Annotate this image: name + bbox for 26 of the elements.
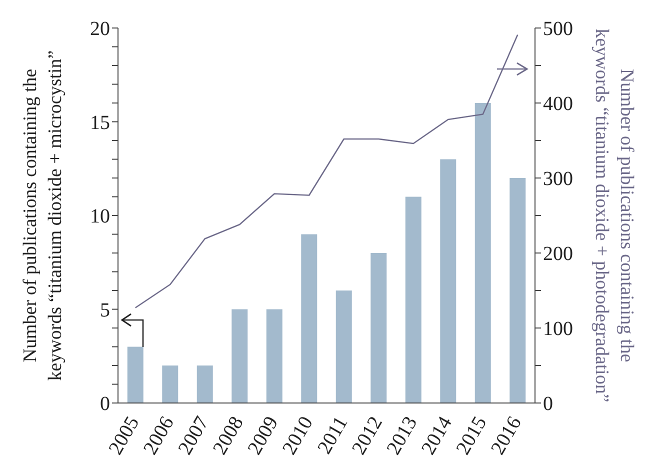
bar: [474, 103, 491, 403]
bar: [301, 234, 318, 403]
bar: [405, 196, 422, 403]
bar: [440, 159, 456, 403]
y2-tick-label: 400: [543, 93, 573, 116]
y-tick-label: 5: [100, 299, 110, 322]
y2-axis-title: Number of publications containing the keywords “titanium dioxide + photodegradation”: [591, 28, 637, 402]
y-tick-label: 0: [100, 393, 110, 416]
bar: [370, 253, 387, 403]
y-axis-title: Number of publications containing the keywords “titanium dioxide + microcystin”: [20, 50, 66, 381]
y2-tick-label: 300: [543, 168, 573, 190]
bar: [266, 309, 282, 403]
y2-tick-label: 0: [543, 393, 553, 416]
bar: [510, 178, 526, 403]
y-tick-label: 15: [90, 112, 110, 134]
y-tick-label: 10: [90, 206, 110, 228]
y2-tick-label: 200: [543, 243, 573, 266]
bar: [196, 366, 213, 403]
bar: [127, 346, 144, 403]
y2-tick-label: 500: [543, 18, 573, 40]
bar: [162, 366, 178, 403]
line-series: [134, 34, 518, 308]
bar: [336, 290, 352, 403]
bar: [232, 309, 248, 403]
y-tick-label: 20: [90, 18, 110, 40]
y2-tick-label: 100: [543, 318, 573, 340]
